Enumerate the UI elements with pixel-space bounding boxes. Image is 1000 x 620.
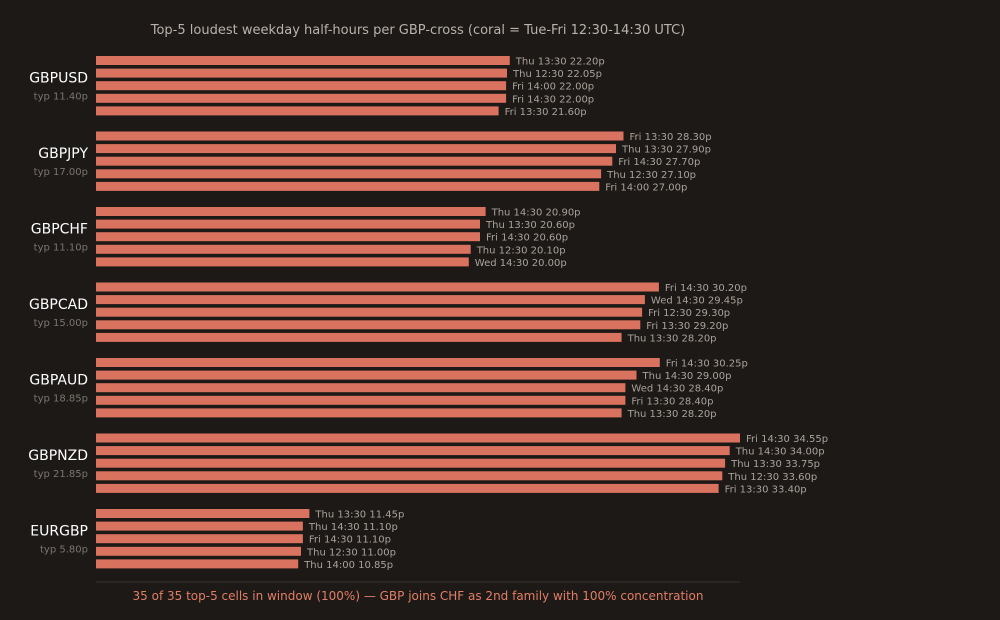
bar-value-label: Thu 13:30 33.75p xyxy=(730,459,820,470)
group-name-label: GBPCHF xyxy=(31,222,88,238)
bar xyxy=(96,358,660,367)
bar-value-label: Thu 14:00 10.85p xyxy=(303,560,393,571)
bar xyxy=(96,521,303,531)
group-typical-label: typ 17.00p xyxy=(34,167,88,178)
bar xyxy=(96,433,740,443)
bar-value-label: Fri 12:30 29.30p xyxy=(648,308,730,319)
bar xyxy=(96,483,719,493)
bar xyxy=(96,295,645,305)
bar-value-label: Fri 14:30 34.55p xyxy=(746,434,828,445)
bar xyxy=(96,68,507,78)
group-typical-label: typ 11.40p xyxy=(34,92,88,103)
bar xyxy=(96,320,641,330)
bar xyxy=(96,282,659,292)
bar-value-label: Thu 14:30 29.00p xyxy=(642,371,732,382)
bar xyxy=(96,169,602,179)
bar xyxy=(96,156,613,166)
bar-value-label: Thu 13:30 22.20p xyxy=(515,57,605,68)
bar xyxy=(96,332,622,342)
bar-value-label: Fri 13:30 21.60p xyxy=(505,107,587,118)
bar-value-label: Fri 14:30 22.00p xyxy=(512,94,594,105)
bar-value-label: Thu 12:30 11.00p xyxy=(306,547,396,558)
bar xyxy=(96,509,310,518)
bar-value-label: Thu 13:30 28.20p xyxy=(627,333,717,344)
bar-value-label: Wed 14:30 20.00p xyxy=(475,258,567,269)
group-typical-label: typ 11.10p xyxy=(34,243,88,254)
group-typical-label: typ 15.00p xyxy=(34,318,88,329)
bar xyxy=(96,219,480,229)
bar-value-label: Thu 12:30 20.10p xyxy=(476,245,566,256)
bar xyxy=(96,383,626,393)
bar xyxy=(96,81,507,91)
bar xyxy=(96,181,600,191)
bar-value-label: Thu 14:30 11.10p xyxy=(308,522,398,533)
bar-value-label: Thu 12:30 27.10p xyxy=(606,170,696,181)
bar xyxy=(96,307,643,317)
bar xyxy=(96,395,626,405)
group-name-label: GBPUSD xyxy=(29,71,88,87)
bar xyxy=(96,471,723,481)
bar xyxy=(96,144,616,154)
bar xyxy=(96,244,471,254)
bar-value-label: Fri 14:30 30.20p xyxy=(665,283,747,294)
bar-value-label: Fri 14:30 30.25p xyxy=(666,359,748,370)
group-typical-label: typ 5.80p xyxy=(40,545,88,556)
bar xyxy=(96,559,299,569)
bar-value-label: Thu 13:30 28.20p xyxy=(627,409,717,420)
bar-value-label: Fri 13:30 29.20p xyxy=(646,321,728,332)
bar xyxy=(96,534,303,544)
bar xyxy=(96,408,622,418)
bar-value-label: Fri 14:30 27.70p xyxy=(618,157,700,168)
group-name-label: GBPNZD xyxy=(28,448,88,464)
bar-value-label: Thu 13:30 11.45p xyxy=(314,510,404,521)
bar-value-label: Thu 14:30 34.00p xyxy=(735,447,825,458)
group-name-label: GBPJPY xyxy=(38,146,88,162)
group-name-label: GBPCAD xyxy=(29,297,88,313)
bar-value-label: Thu 14:30 20.90p xyxy=(491,208,581,219)
bar xyxy=(96,370,637,380)
bar xyxy=(96,93,507,103)
bar-value-label: Fri 14:30 20.60p xyxy=(486,233,568,244)
bar-value-label: Fri 14:00 22.00p xyxy=(512,82,594,93)
bar xyxy=(96,232,480,242)
bar-value-label: Fri 13:30 28.40p xyxy=(631,396,713,407)
bar-value-label: Wed 14:30 28.40p xyxy=(631,384,723,395)
bar-value-label: Thu 12:30 33.60p xyxy=(727,472,817,483)
bar-value-label: Fri 14:00 27.00p xyxy=(605,182,687,193)
bar-value-label: Fri 13:30 28.30p xyxy=(630,132,712,143)
group-name-label: GBPAUD xyxy=(29,373,88,389)
bar xyxy=(96,446,730,456)
bar xyxy=(96,207,486,216)
group-name-label: EURGBP xyxy=(30,524,88,540)
chart-footer-note: 35 of 35 top-5 cells in window (100%) — … xyxy=(133,589,704,603)
bar xyxy=(96,458,726,468)
group-typical-label: typ 18.85p xyxy=(34,394,88,405)
bar-value-label: Thu 13:30 20.60p xyxy=(485,220,575,231)
bar-value-label: Wed 14:30 29.45p xyxy=(651,296,743,307)
bar xyxy=(96,257,469,267)
bar-value-label: Thu 12:30 22.05p xyxy=(512,69,602,80)
chart-title: Top-5 loudest weekday half-hours per GBP… xyxy=(150,23,686,38)
bar-value-label: Thu 13:30 27.90p xyxy=(621,145,711,156)
bar-value-label: Fri 13:30 33.40p xyxy=(725,484,807,495)
bar-value-label: Fri 14:30 11.10p xyxy=(309,535,391,546)
group-typical-label: typ 21.85p xyxy=(34,469,88,480)
bar xyxy=(96,106,499,116)
bar xyxy=(96,56,510,65)
bar xyxy=(96,546,301,556)
bar xyxy=(96,131,624,141)
